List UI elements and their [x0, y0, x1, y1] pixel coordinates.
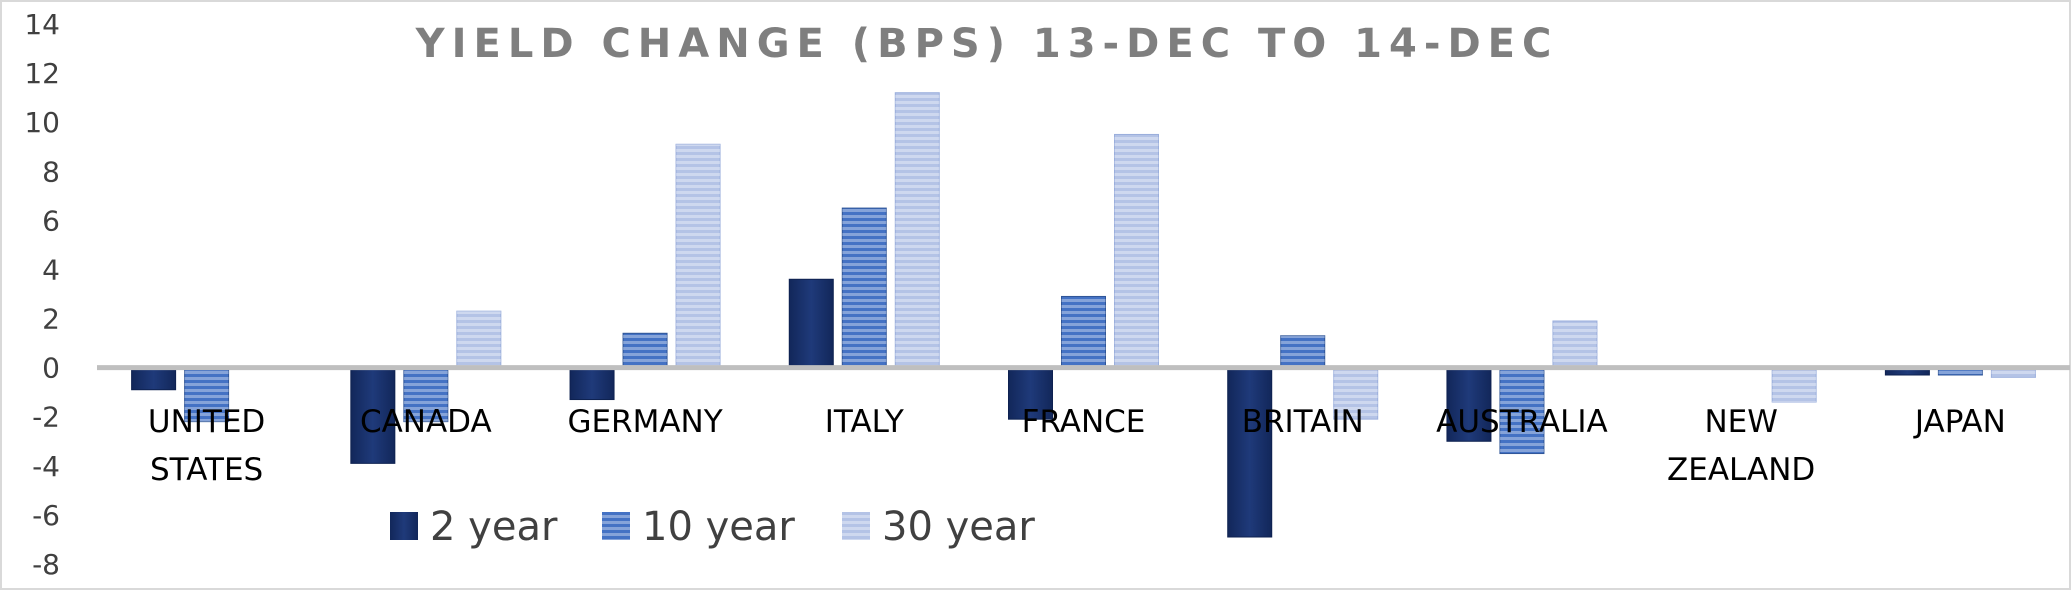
bar-series-1	[788, 278, 834, 369]
bar-stripes	[456, 311, 501, 368]
y-axis: 14 12 10 8 6 4 2 0 -2 -4 -6 -8	[24, 8, 60, 581]
bar-series-2	[1499, 367, 1545, 455]
bar-series-2	[1061, 295, 1106, 369]
y-tick-label: 12	[24, 57, 60, 90]
bar-stripes	[1499, 367, 1544, 454]
bar-stripes	[1552, 321, 1597, 368]
bars-layer	[131, 92, 2036, 538]
bar-stripes	[1333, 367, 1378, 420]
bar	[788, 278, 834, 369]
bar-series-1	[131, 367, 177, 391]
bar-series-2	[184, 367, 230, 423]
bar	[350, 367, 396, 464]
legend-label: 10 year	[642, 504, 795, 550]
y-tick-label: 14	[24, 8, 60, 41]
x-tick-label: ITALY	[825, 404, 904, 440]
x-tick-label: BRITAIN	[1242, 404, 1364, 440]
bar-series-1	[1446, 367, 1492, 442]
x-tick-label: AUSTRALIA	[1436, 404, 1608, 440]
x-tick-label: FRANCE	[1022, 404, 1146, 440]
legend-label: 30 year	[882, 504, 1035, 550]
bar-series-1	[1008, 367, 1053, 420]
bar-stripes	[1280, 335, 1325, 368]
y-tick-label: 8	[42, 155, 60, 188]
bar-series-3	[675, 143, 721, 369]
bar-series-1	[569, 367, 615, 401]
bar-stripes	[403, 367, 448, 422]
x-tick-label: STATES	[150, 452, 263, 488]
x-axis-labels: UNITED STATES CANADA GERMANY ITALY FRANCE BRIT…	[148, 404, 2006, 488]
bar-stripes	[623, 333, 668, 368]
bar-series-3	[894, 92, 940, 369]
bar-stripes	[895, 92, 940, 368]
bar-series-3	[1771, 367, 1817, 403]
bar-stripes	[1772, 367, 1817, 402]
y-tick-label: 4	[42, 253, 60, 286]
y-tick-label: -6	[32, 499, 60, 532]
bar	[1008, 367, 1053, 420]
bar	[1446, 367, 1492, 442]
bar	[131, 367, 177, 391]
bar-series-3	[1333, 367, 1379, 420]
y-tick-label: 6	[42, 204, 60, 237]
y-tick-label: -2	[32, 401, 60, 434]
bar-series-3	[1114, 133, 1159, 369]
bar-series-1	[1227, 367, 1273, 538]
legend: 2 year 10 year 30 year	[390, 504, 1035, 550]
bar-series-3	[1552, 320, 1598, 369]
bar-stripes	[1991, 367, 2036, 378]
bar-series-1	[350, 367, 396, 464]
bar-series-2	[403, 367, 449, 423]
legend-swatch	[390, 512, 418, 540]
y-tick-label: 0	[42, 352, 60, 385]
x-tick-label: NEW	[1704, 404, 1777, 440]
bar-stripes	[676, 144, 721, 368]
legend-label: 2 year	[430, 504, 558, 550]
bar-stripes	[1938, 367, 1983, 375]
x-tick-label: ZEALAND	[1667, 452, 1815, 488]
x-tick-label: GERMANY	[567, 404, 722, 440]
bar	[569, 367, 615, 401]
bar-stripes	[1061, 296, 1106, 368]
y-tick-label: 2	[42, 303, 60, 336]
bar-series-2	[841, 207, 887, 369]
bar-series-3	[456, 310, 502, 369]
y-tick-label: -8	[32, 548, 60, 581]
bar-series-2	[1280, 335, 1326, 369]
legend-swatch-stripes	[842, 512, 870, 540]
bar-stripes	[842, 208, 887, 368]
chart-title: YIELD CHANGE (BPS) 13-DEC TO 14-DEC	[415, 21, 1559, 67]
y-tick-label: -4	[32, 450, 60, 483]
bar-stripes	[184, 367, 229, 422]
x-tick-label: CANADA	[360, 404, 492, 440]
x-tick-label: UNITED	[148, 404, 265, 440]
x-tick-label: JAPAN	[1913, 404, 2006, 440]
y-tick-label: 10	[24, 106, 60, 139]
bar-series-2	[622, 332, 668, 369]
legend-swatch-stripes	[602, 512, 630, 540]
bar-stripes	[1114, 134, 1159, 368]
bar	[1227, 367, 1273, 538]
